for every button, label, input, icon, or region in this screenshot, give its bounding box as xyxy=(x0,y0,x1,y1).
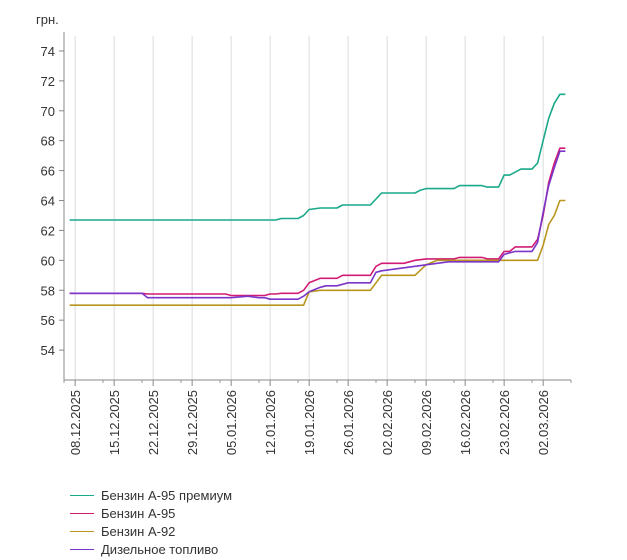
series-line xyxy=(69,150,566,301)
fuel-price-chart: 54 56 58 60 62 64 66 68 70 72 74 грн. 08.12.2025 15.1… xyxy=(36,12,572,455)
tick-labels: 54 56 58 60 62 64 66 68 70 72 74 грн. 08.12.2025 15.1… xyxy=(36,12,551,455)
x-tick-label: 23.02.2026 xyxy=(497,390,512,455)
x-tick-label: 02.02.2026 xyxy=(380,390,395,455)
chart-legend: Бензин А-95 премиум Бензин А-95 Бензин А-9… xyxy=(70,486,232,558)
series-line xyxy=(69,147,566,297)
y-tick-label: 62 xyxy=(41,223,55,238)
x-tick-label: 29.12.2025 xyxy=(185,390,200,455)
legend-item: Бензин А-92 xyxy=(70,522,232,540)
y-tick-label: 56 xyxy=(41,313,55,328)
x-tick-label: 08.12.2025 xyxy=(68,390,83,455)
legend-label: Бензин А-95 xyxy=(101,505,176,521)
y-tick-label: 66 xyxy=(41,164,55,179)
y-tick-label: 60 xyxy=(41,253,55,268)
series-lines xyxy=(69,93,566,307)
y-tick-label: 70 xyxy=(41,104,55,119)
x-tick-label: 12.01.2026 xyxy=(263,390,278,455)
x-tick-label: 02.03.2026 xyxy=(536,390,551,455)
legend-item: Бензин А-95 xyxy=(70,504,232,522)
vertical-grid xyxy=(74,36,544,380)
legend-swatch xyxy=(70,494,94,496)
legend-item: Дизельное топливо xyxy=(70,540,232,558)
y-tick-label: 64 xyxy=(41,194,55,209)
legend-label: Дизельное топливо xyxy=(101,541,219,557)
legend-swatch xyxy=(70,548,94,550)
legend-label: Бензин А-95 премиум xyxy=(101,487,233,503)
y-tick-label: 54 xyxy=(41,343,55,358)
x-tick-label: 15.12.2025 xyxy=(107,390,122,455)
y-tick-label: 74 xyxy=(41,44,55,59)
legend-item: Бензин А-95 премиум xyxy=(70,486,232,504)
x-tick-label: 09.02.2026 xyxy=(419,390,434,455)
y-unit-label: грн. xyxy=(36,12,59,27)
x-tick-label: 16.02.2026 xyxy=(458,390,473,455)
legend-swatch xyxy=(70,512,94,514)
axes xyxy=(59,32,572,386)
x-tick-label: 19.01.2026 xyxy=(302,390,317,455)
y-tick-label: 68 xyxy=(41,134,55,149)
legend-swatch xyxy=(70,530,94,532)
y-tick-label: 58 xyxy=(41,283,55,298)
series-line xyxy=(69,199,566,307)
series-line xyxy=(69,93,566,221)
x-tick-label: 26.01.2026 xyxy=(341,390,356,455)
x-tick-label: 22.12.2025 xyxy=(146,390,161,455)
y-tick-label: 72 xyxy=(41,74,55,89)
legend-label: Бензин А-92 xyxy=(101,523,176,539)
x-tick-label: 05.01.2026 xyxy=(224,390,239,455)
